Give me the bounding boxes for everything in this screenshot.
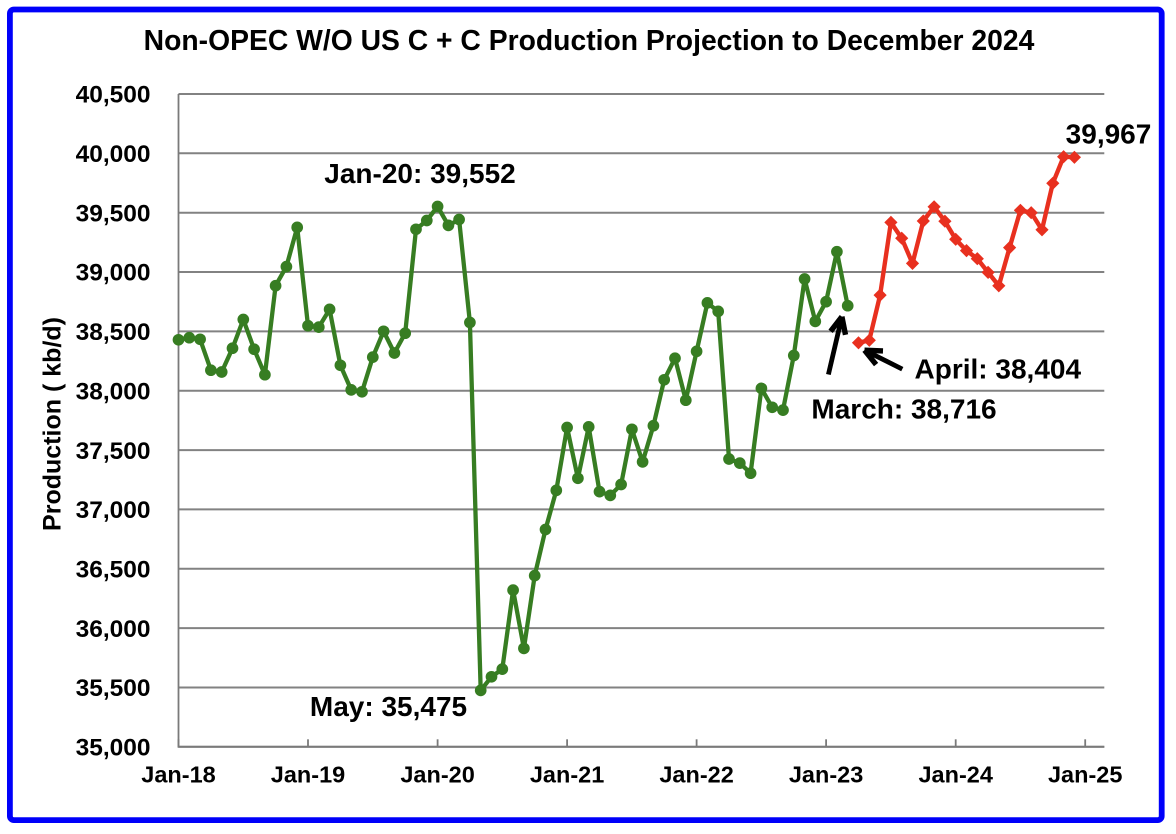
svg-text:39,500: 39,500 bbox=[76, 200, 151, 227]
svg-text:38,500: 38,500 bbox=[76, 319, 151, 346]
svg-text:Jan-20: 39,552: Jan-20: 39,552 bbox=[324, 158, 515, 189]
svg-text:April: 38,404: April: 38,404 bbox=[915, 353, 1082, 384]
svg-text:39,000: 39,000 bbox=[76, 260, 151, 287]
svg-text:35,000: 35,000 bbox=[76, 735, 151, 762]
svg-text:Jan-24: Jan-24 bbox=[918, 762, 992, 788]
svg-text:Jan-21: Jan-21 bbox=[530, 762, 604, 788]
svg-text:Jan-20: Jan-20 bbox=[400, 762, 474, 788]
svg-text:36,500: 36,500 bbox=[76, 557, 151, 584]
svg-text:40,000: 40,000 bbox=[76, 141, 151, 168]
svg-text:Jan-23: Jan-23 bbox=[789, 762, 863, 788]
svg-text:39,967: 39,967 bbox=[1066, 119, 1152, 150]
svg-text:35,500: 35,500 bbox=[76, 675, 151, 702]
svg-text:March: 38,716: March: 38,716 bbox=[811, 393, 996, 424]
svg-text:Jan-19: Jan-19 bbox=[271, 762, 345, 788]
svg-text:Non-OPEC W/O US C + C Producti: Non-OPEC W/O US C + C Production Project… bbox=[144, 24, 1035, 56]
svg-text:Jan-25: Jan-25 bbox=[1048, 762, 1122, 788]
svg-text:36,000: 36,000 bbox=[76, 616, 151, 643]
svg-text:38,000: 38,000 bbox=[76, 378, 151, 405]
svg-text:Production ( kb/d): Production ( kb/d) bbox=[39, 317, 67, 531]
svg-text:Jan-18: Jan-18 bbox=[141, 762, 215, 788]
svg-text:37,500: 37,500 bbox=[76, 438, 151, 465]
svg-text:Jan-22: Jan-22 bbox=[659, 762, 733, 788]
svg-text:37,000: 37,000 bbox=[76, 497, 151, 524]
svg-text:May: 35,475: May: 35,475 bbox=[310, 691, 467, 722]
svg-text:40,500: 40,500 bbox=[76, 82, 151, 109]
